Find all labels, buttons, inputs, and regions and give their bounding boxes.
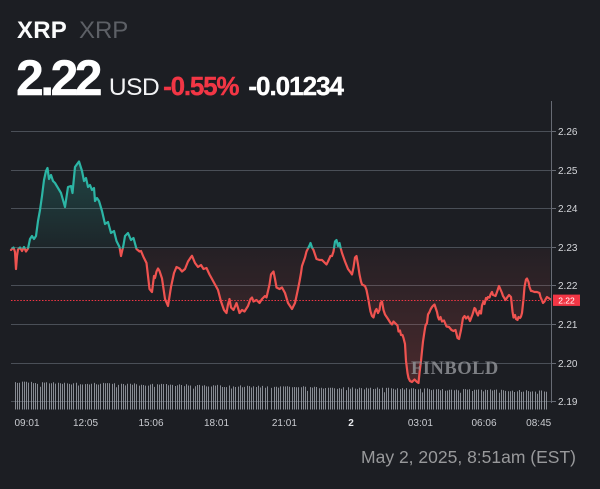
- svg-text:2.21: 2.21: [558, 320, 578, 331]
- svg-text:2.25: 2.25: [558, 166, 578, 177]
- svg-text:2.20: 2.20: [558, 359, 578, 370]
- svg-text:15:06: 15:06: [138, 418, 163, 429]
- svg-text:2.26: 2.26: [558, 127, 578, 138]
- svg-text:2.22: 2.22: [558, 281, 578, 292]
- svg-text:2.24: 2.24: [558, 204, 578, 215]
- svg-text:09:01: 09:01: [14, 418, 39, 429]
- svg-text:03:01: 03:01: [408, 418, 433, 429]
- svg-text:08:45: 08:45: [526, 418, 551, 429]
- svg-text:12:05: 12:05: [73, 418, 98, 429]
- svg-text:06:06: 06:06: [471, 418, 496, 429]
- svg-text:21:01: 21:01: [272, 418, 297, 429]
- svg-text:18:01: 18:01: [204, 418, 229, 429]
- svg-text:2.19: 2.19: [558, 397, 578, 408]
- svg-text:2.23: 2.23: [558, 243, 578, 254]
- svg-text:FINBOLD: FINBOLD: [411, 359, 499, 379]
- svg-text:2.22: 2.22: [558, 295, 575, 305]
- svg-text:2: 2: [348, 418, 354, 429]
